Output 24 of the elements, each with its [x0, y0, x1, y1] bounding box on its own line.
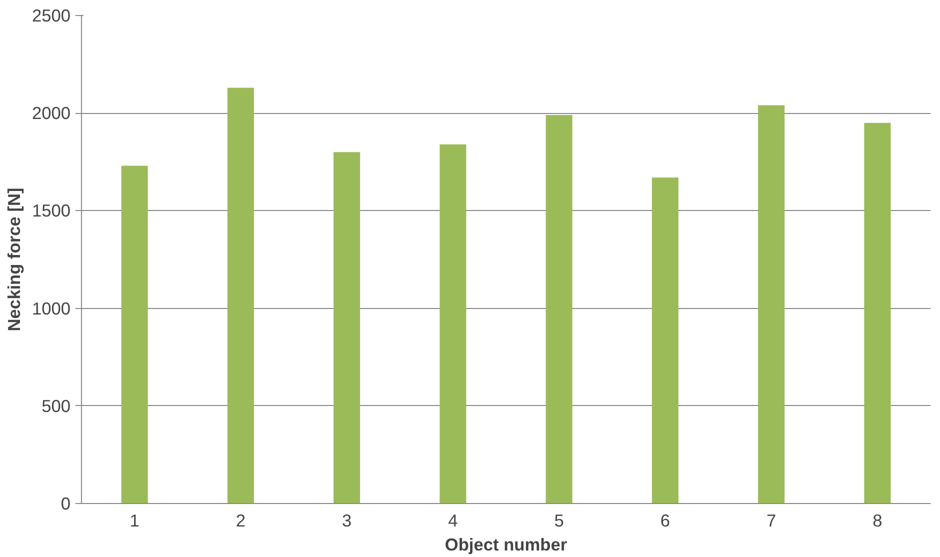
bar: [652, 178, 678, 504]
x-tick-label: 7: [766, 510, 776, 530]
y-tick-label: 500: [42, 396, 71, 416]
x-tick-label: 4: [448, 510, 458, 530]
x-tick-label: 1: [130, 510, 140, 530]
y-tick-label: 1500: [32, 200, 71, 221]
x-tick-label: 8: [872, 510, 882, 530]
bar: [440, 144, 466, 504]
x-tick-label: 2: [236, 510, 246, 530]
bar: [334, 152, 360, 504]
bar: [758, 105, 785, 504]
y-tick-label: 2500: [32, 6, 71, 26]
x-tick-label: 5: [554, 510, 564, 530]
y-tick-label: 0: [60, 494, 71, 514]
bar: [227, 88, 254, 504]
bar: [121, 166, 148, 504]
x-tick-label: 3: [342, 510, 352, 530]
y-tick-label: 1000: [32, 298, 71, 318]
x-tick-label: 6: [660, 510, 670, 530]
y-tick-label: 2000: [32, 103, 71, 124]
y-axis-title: Necking force [N]: [4, 188, 24, 332]
bar: [546, 115, 572, 504]
bar: [864, 122, 891, 504]
x-axis-title: Object number: [444, 534, 568, 554]
